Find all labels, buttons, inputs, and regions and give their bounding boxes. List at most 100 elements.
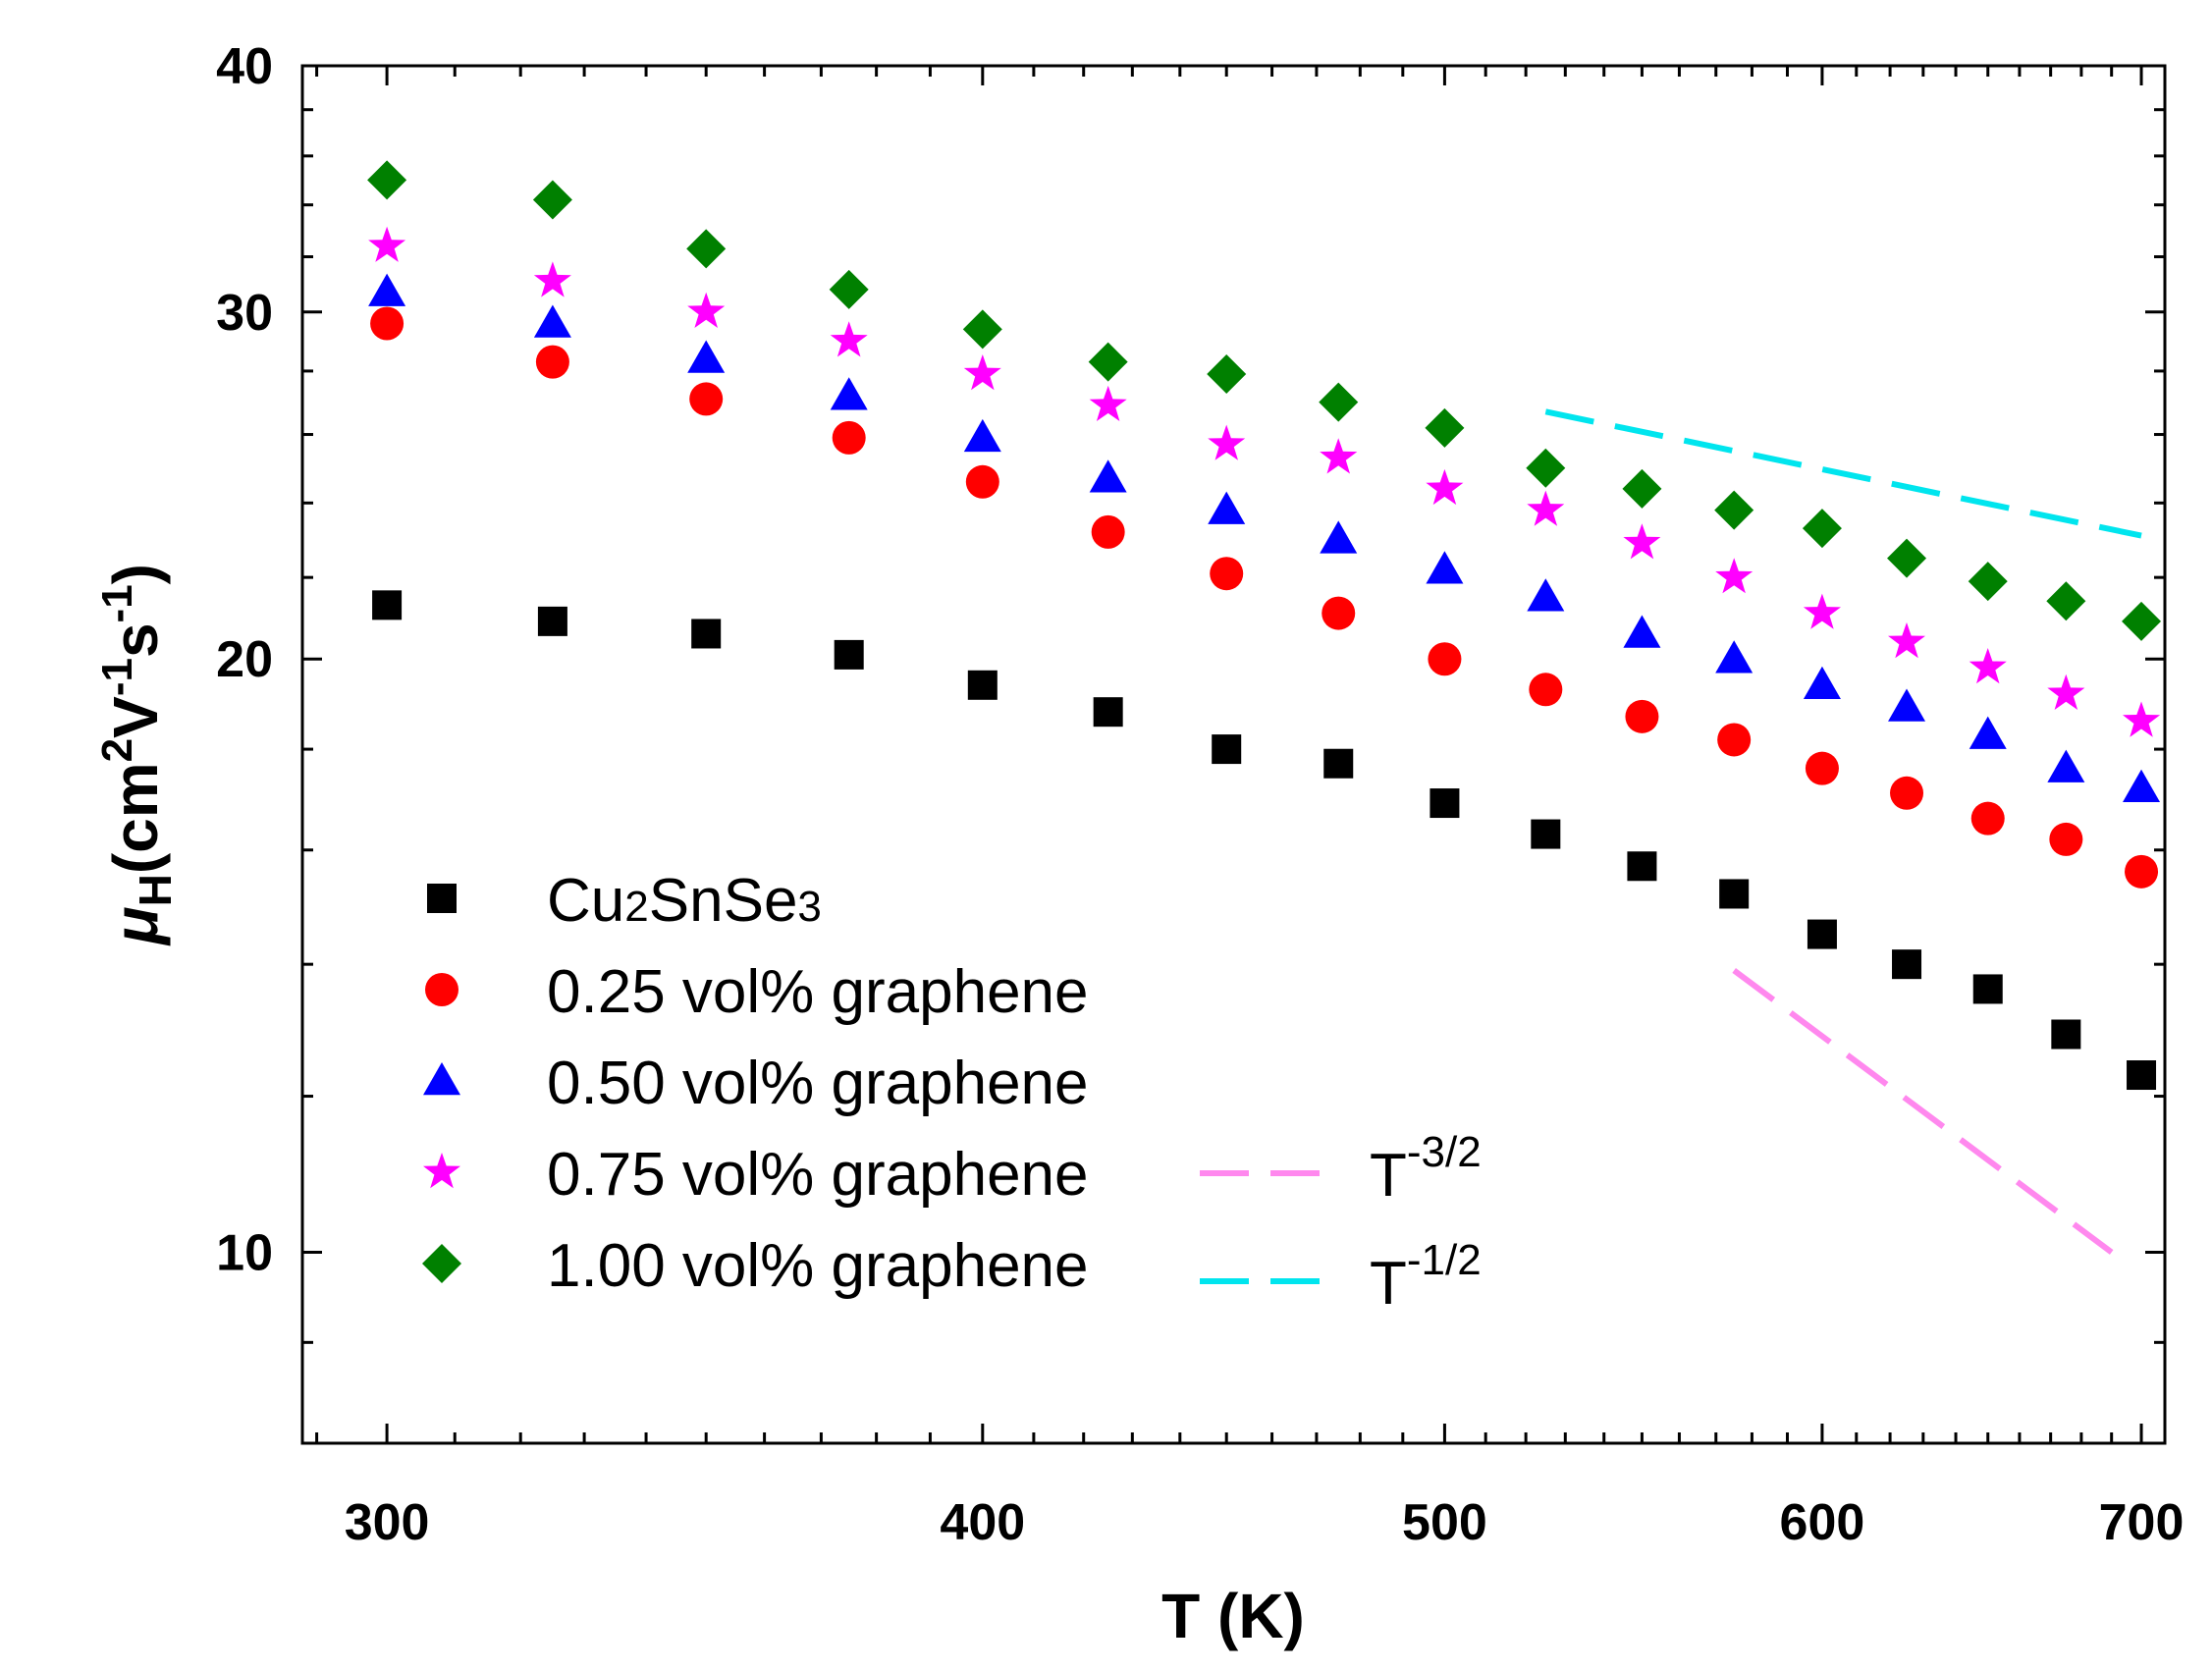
plot-frame — [300, 64, 2167, 1445]
data-point-0-25-vol-graphene-675 — [2049, 822, 2083, 856]
series-0-50-vol-graphene — [368, 273, 2161, 802]
data-point-cu2snse3-375 — [834, 639, 864, 670]
legend-label-t-3-2: T-3/2 — [1370, 1128, 1482, 1210]
data-point-0-25-vol-graphene-525 — [1529, 673, 1563, 707]
data-point-0-50-vol-graphene-425 — [1089, 459, 1127, 493]
data-point-0-50-vol-graphene-325 — [533, 304, 571, 338]
data-point-1-00-vol-graphene-325 — [532, 180, 572, 220]
reference-line-t-3-2 — [1732, 968, 2114, 1255]
data-point-1-00-vol-graphene-700 — [2122, 601, 2162, 641]
data-point-0-50-vol-graphene-600 — [1803, 666, 1841, 700]
data-point-cu2snse3-325 — [537, 606, 567, 636]
legend-label-0-75: 0.75 vol% graphene — [547, 1141, 1089, 1209]
data-point-0-25-vol-graphene-600 — [1805, 751, 1839, 785]
data-point-0-75-vol-graphene-600 — [1803, 593, 1841, 629]
data-point-0-50-vol-graphene-400 — [963, 418, 1001, 453]
data-point-0-75-vol-graphene-475 — [1320, 438, 1358, 474]
data-point-cu2snse3-575 — [1719, 879, 1750, 909]
legend-marker-0-75-vol-graphene — [423, 1153, 460, 1189]
data-point-cu2snse3-500 — [1430, 788, 1460, 819]
data-point-0-75-vol-graphene-325 — [533, 261, 571, 297]
data-point-0-75-vol-graphene-450 — [1208, 424, 1246, 460]
svg-text:μH(cm2V-1s-1): μH(cm2V-1s-1) — [93, 564, 181, 946]
data-point-0-25-vol-graphene-350 — [689, 382, 724, 416]
data-point-0-75-vol-graphene-650 — [1969, 648, 2007, 684]
data-point-0-50-vol-graphene-525 — [1527, 578, 1565, 612]
y-tick-label-10: 10 — [216, 1224, 273, 1281]
data-point-0-50-vol-graphene-450 — [1208, 491, 1246, 524]
x-tick-label-300: 300 — [345, 1494, 430, 1551]
data-point-1-00-vol-graphene-350 — [686, 229, 727, 269]
x-tick-label-600: 600 — [1780, 1494, 1865, 1551]
x-tick-label-400: 400 — [940, 1494, 1025, 1551]
data-point-0-75-vol-graphene-525 — [1527, 490, 1565, 526]
legend-label-1-00: 1.00 vol% graphene — [547, 1232, 1089, 1300]
series-1-00-vol-graphene — [367, 160, 2162, 641]
data-point-cu2snse3-550 — [1627, 851, 1657, 882]
y-axis-mid1: V — [100, 696, 171, 738]
data-point-1-00-vol-graphene-675 — [2046, 581, 2086, 621]
data-point-1-00-vol-graphene-525 — [1526, 448, 1566, 488]
y-axis-subscript: H — [130, 874, 181, 906]
data-point-0-75-vol-graphene-575 — [1715, 558, 1753, 594]
data-point-1-00-vol-graphene-425 — [1088, 342, 1128, 382]
data-point-0-50-vol-graphene-650 — [1969, 716, 2007, 749]
data-point-0-75-vol-graphene-550 — [1623, 523, 1661, 560]
axis-ticks — [302, 64, 2165, 1445]
data-point-0-25-vol-graphene-550 — [1625, 699, 1659, 733]
data-point-0-25-vol-graphene-425 — [1091, 514, 1125, 549]
y-axis-close: ) — [100, 564, 171, 584]
data-point-0-75-vol-graphene-625 — [1888, 622, 1925, 659]
x-tick-label-500: 500 — [1402, 1494, 1487, 1551]
x-axis-title: T (K) — [1161, 1581, 1305, 1651]
legend-marker-0-25-vol-graphene — [425, 973, 459, 1006]
legend-label-cu2snse3: Cu2SnSe3 — [547, 867, 822, 935]
data-point-cu2snse3-350 — [691, 619, 722, 649]
series-0-25-vol-graphene — [370, 306, 2159, 889]
legend: Cu2SnSe3 0.25 vol% graphene 0.50 vol% gr… — [422, 867, 1482, 1318]
data-point-0-75-vol-graphene-350 — [687, 292, 726, 328]
data-point-cu2snse3-525 — [1531, 819, 1561, 849]
data-point-0-50-vol-graphene-375 — [830, 377, 868, 410]
series-cu2snse3 — [372, 590, 2157, 1091]
legend-marker-cu2snse3 — [427, 884, 457, 913]
data-point-0-75-vol-graphene-500 — [1426, 468, 1464, 506]
data-point-0-25-vol-graphene-625 — [1890, 776, 1924, 810]
data-point-0-75-vol-graphene-400 — [963, 354, 1001, 391]
data-points — [367, 160, 2162, 1091]
y-axis-symbol: μ — [100, 906, 171, 946]
y-tick-label-40: 40 — [216, 38, 273, 95]
data-point-0-50-vol-graphene-700 — [2123, 769, 2161, 802]
data-point-0-75-vol-graphene-425 — [1089, 385, 1127, 421]
data-point-0-50-vol-graphene-575 — [1715, 640, 1753, 674]
y-axis-exp1: 2 — [93, 738, 141, 762]
data-point-0-25-vol-graphene-325 — [535, 345, 569, 379]
data-point-0-25-vol-graphene-700 — [2125, 854, 2159, 889]
data-point-1-00-vol-graphene-575 — [1714, 490, 1754, 530]
data-point-0-25-vol-graphene-475 — [1322, 596, 1356, 630]
data-point-1-00-vol-graphene-550 — [1622, 468, 1662, 509]
data-point-0-50-vol-graphene-350 — [687, 340, 726, 373]
data-point-0-25-vol-graphene-300 — [370, 306, 405, 341]
data-point-1-00-vol-graphene-450 — [1207, 354, 1247, 395]
data-point-1-00-vol-graphene-375 — [829, 269, 869, 309]
data-point-0-25-vol-graphene-450 — [1210, 557, 1244, 591]
data-point-cu2snse3-675 — [2051, 1019, 2081, 1050]
y-axis-exp3: -1 — [93, 584, 141, 622]
data-point-0-25-vol-graphene-400 — [965, 464, 999, 499]
data-point-0-25-vol-graphene-650 — [1970, 801, 2005, 836]
data-point-cu2snse3-400 — [967, 670, 998, 700]
y-axis-mid2: s — [100, 622, 171, 658]
data-point-0-50-vol-graphene-550 — [1623, 615, 1661, 648]
data-point-0-50-vol-graphene-625 — [1888, 688, 1926, 722]
legend-markers — [422, 884, 461, 1283]
data-point-0-50-vol-graphene-500 — [1426, 551, 1464, 584]
data-point-1-00-vol-graphene-300 — [367, 160, 407, 200]
reference-lines — [1544, 408, 2142, 1255]
data-point-1-00-vol-graphene-475 — [1319, 382, 1359, 422]
y-tick-label-30: 30 — [216, 285, 273, 342]
data-point-0-50-vol-graphene-675 — [2047, 749, 2085, 782]
data-point-1-00-vol-graphene-500 — [1425, 407, 1465, 448]
